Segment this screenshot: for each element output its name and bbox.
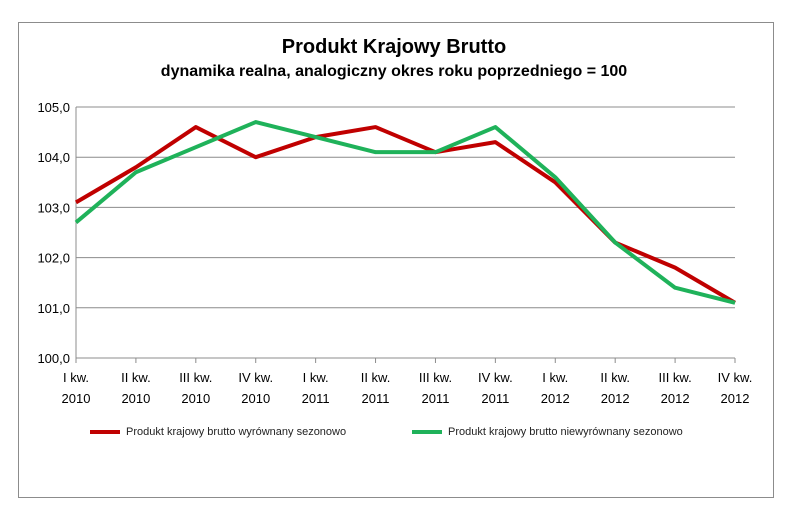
x-tick-label: I kw. [542,370,568,385]
x-tick-label: II kw. [361,370,391,385]
y-tick-label: 100,0 [37,351,70,366]
legend-swatch-red [90,430,120,434]
series-line-2 [74,120,736,305]
y-tick-label: 103,0 [37,200,70,215]
x-tick-label: 2012 [661,391,690,406]
x-tick-label: 2010 [181,391,210,406]
x-tick-label: 2012 [541,391,570,406]
x-tick-label: 2010 [62,391,91,406]
x-tick-label: II kw. [121,370,151,385]
chart-subtitle: dynamika realna, analogiczny okres roku … [160,63,628,80]
x-tick-label: 2012 [721,391,750,406]
legend-item-not-seasonally-adjusted: Produkt krajowy brutto niewyrównany sezo… [412,426,683,438]
x-tick-label: IV kw. [478,370,513,385]
y-tick-label: 102,0 [37,251,70,266]
x-tick-label: 2011 [302,391,330,406]
legend-swatch-green [412,430,442,434]
x-tick-label: III kw. [179,370,212,385]
x-tick-label: 2010 [121,391,150,406]
legend-item-seasonally-adjusted: Produkt krajowy brutto wyrównany sezonow… [90,426,346,438]
x-tick-label: IV kw. [718,370,753,385]
y-tick-label: 101,0 [37,301,70,316]
x-tick-label: II kw. [600,370,630,385]
x-tick-label: IV kw. [238,370,273,385]
x-tick-label: 2011 [481,391,509,406]
x-tick-label: I kw. [63,370,89,385]
x-tick-label: 2011 [362,391,390,406]
x-tick-label: III kw. [658,370,691,385]
x-tick-label: I kw. [303,370,329,385]
x-tick-label: III kw. [419,370,452,385]
series-line-1 [74,125,737,305]
y-tick-label: 104,0 [37,150,70,165]
x-tick-label: 2010 [241,391,270,406]
x-tick-label: 2011 [421,391,449,406]
chart-frame [18,22,774,498]
chart-title: Produkt Krajowy Brutto [281,36,507,58]
x-tick-label: 2012 [601,391,630,406]
legend: Produkt krajowy brutto wyrównany sezonow… [0,426,788,446]
legend-label: Produkt krajowy brutto wyrównany sezonow… [126,426,347,438]
legend-label: Produkt krajowy brutto niewyrównany sezo… [448,426,683,438]
y-tick-label: 105,0 [37,100,70,115]
